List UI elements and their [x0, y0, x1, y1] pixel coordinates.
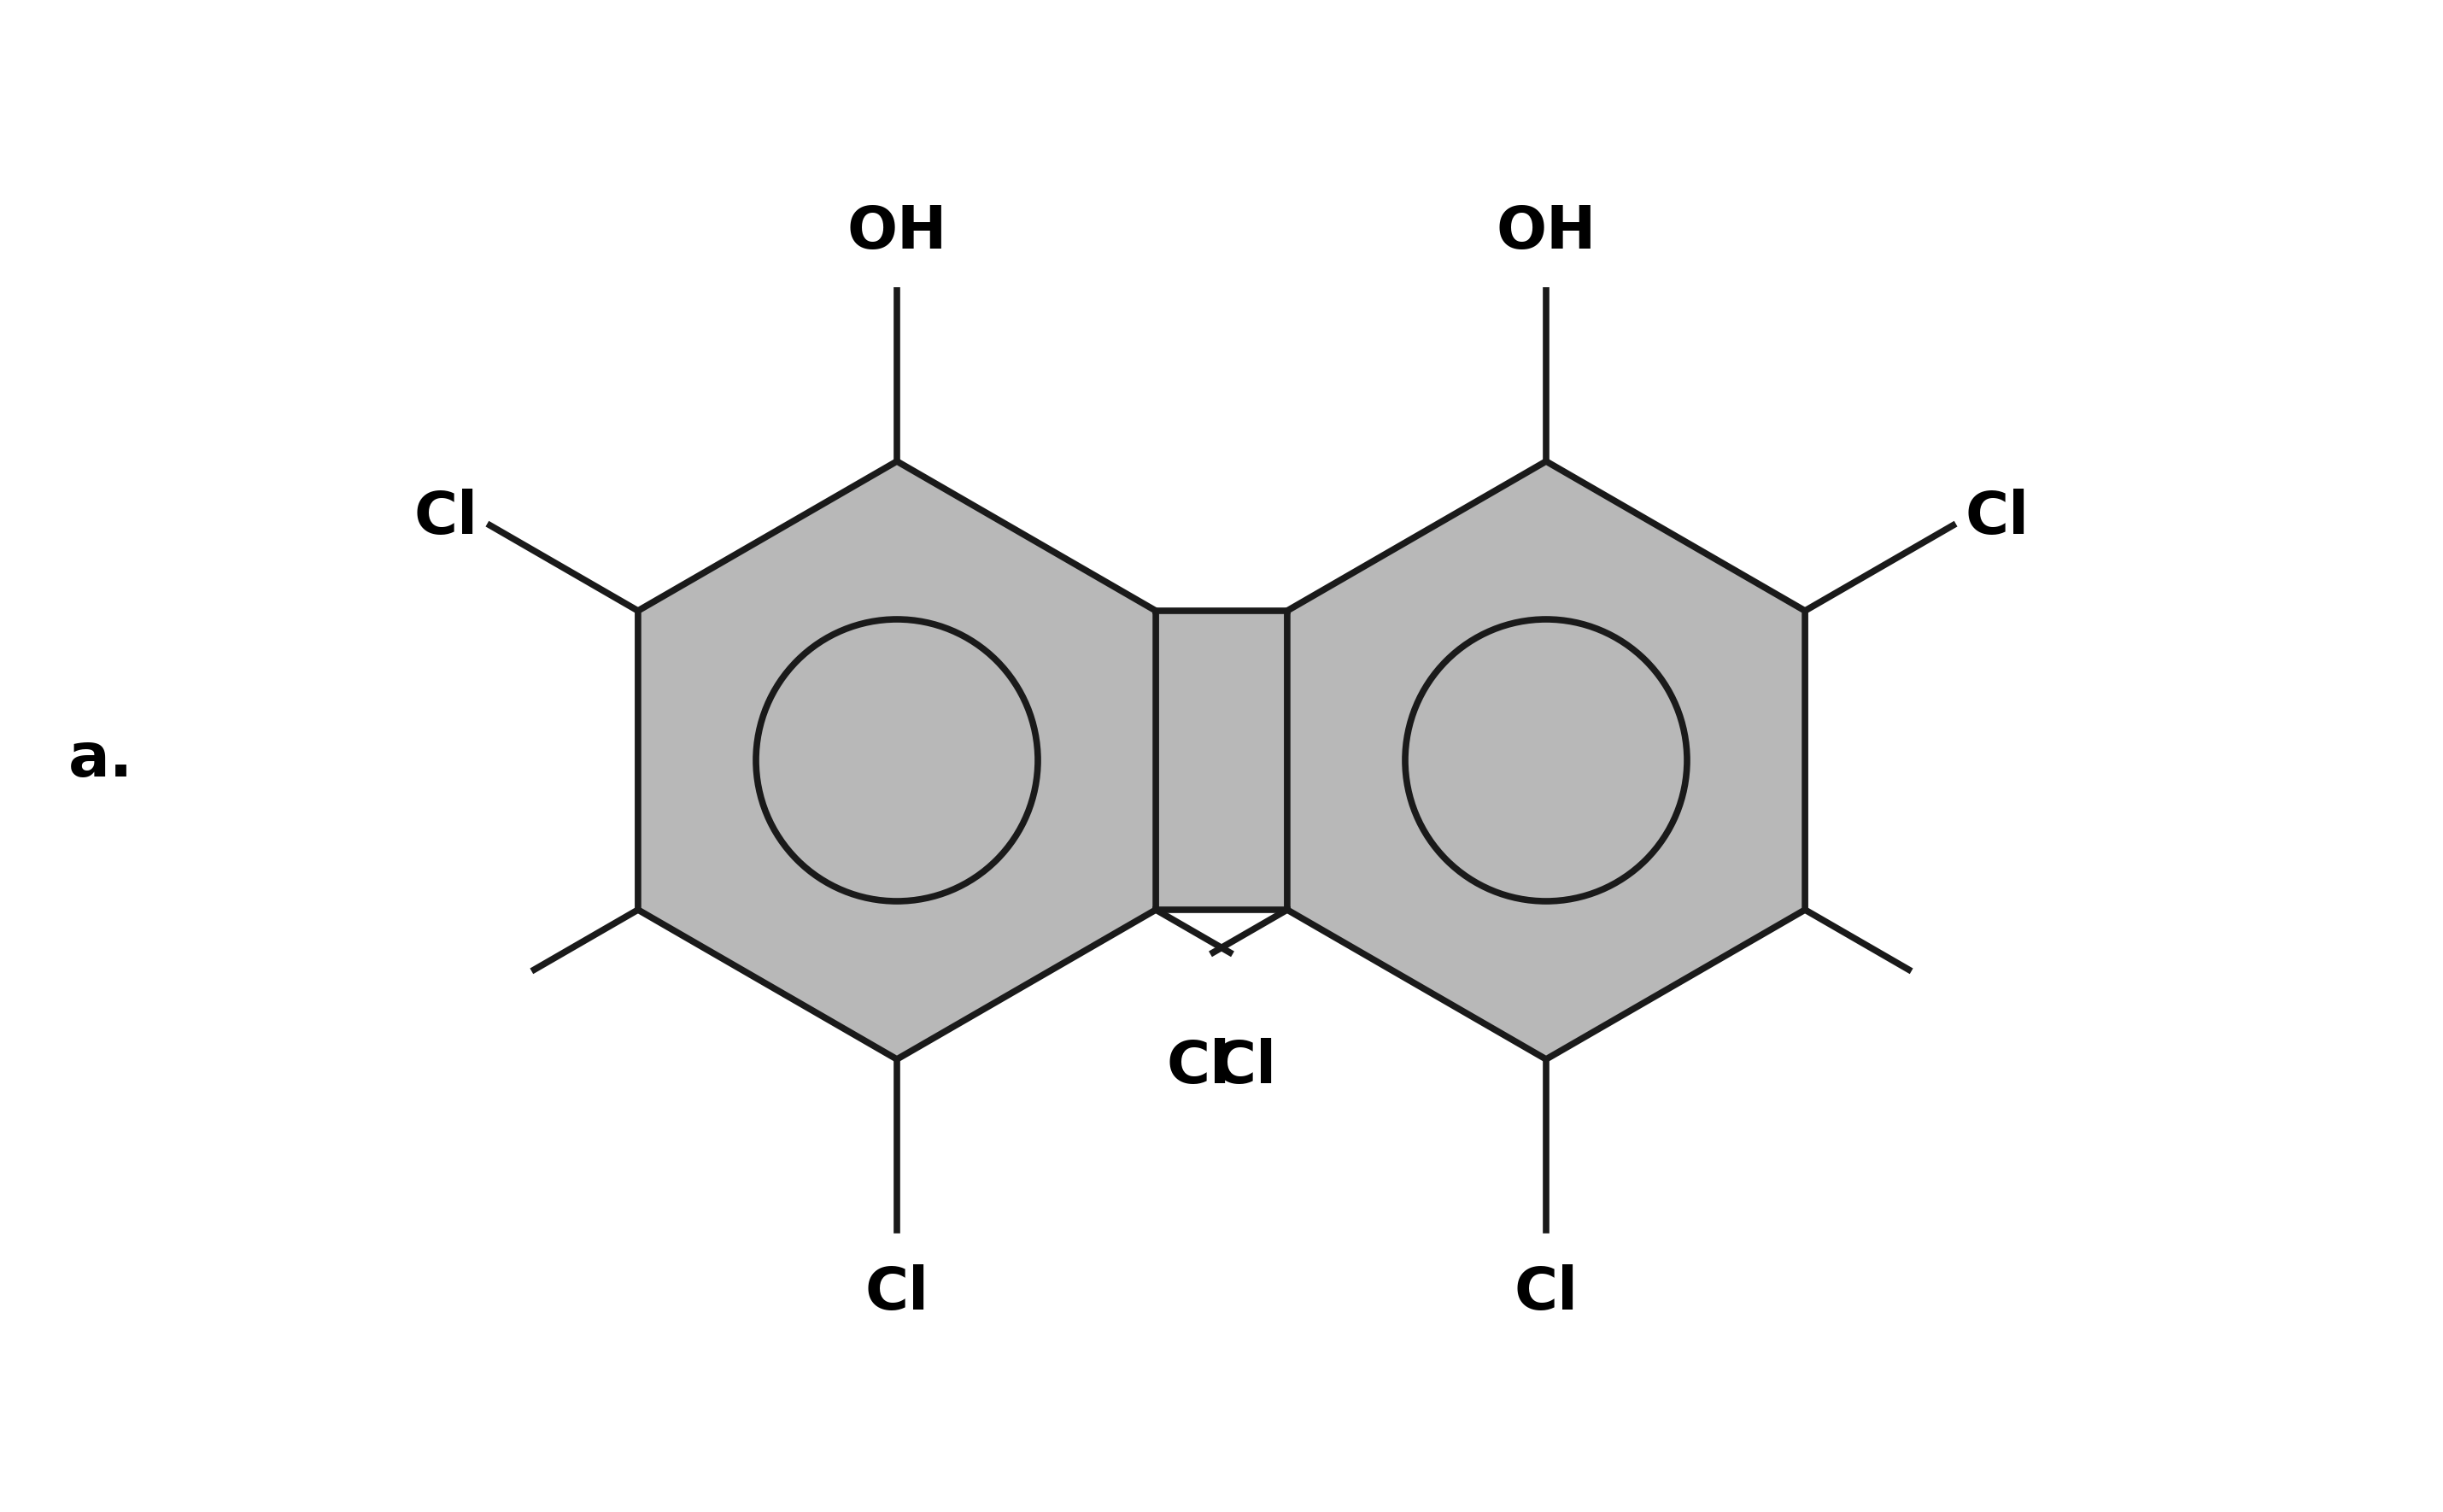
Text: Cl: Cl [1212, 1037, 1278, 1095]
Text: OH: OH [1495, 203, 1595, 260]
Text: OH: OH [848, 203, 948, 260]
Text: a.: a. [68, 730, 134, 789]
Text: Cl: Cl [413, 488, 479, 546]
Polygon shape [1287, 461, 1805, 1060]
Text: Cl: Cl [1964, 488, 2030, 546]
Text: Cl: Cl [865, 1264, 928, 1321]
Polygon shape [1156, 611, 1287, 910]
Polygon shape [638, 461, 1156, 1060]
Text: Cl: Cl [1515, 1264, 1578, 1321]
Text: Cl: Cl [1165, 1037, 1231, 1095]
